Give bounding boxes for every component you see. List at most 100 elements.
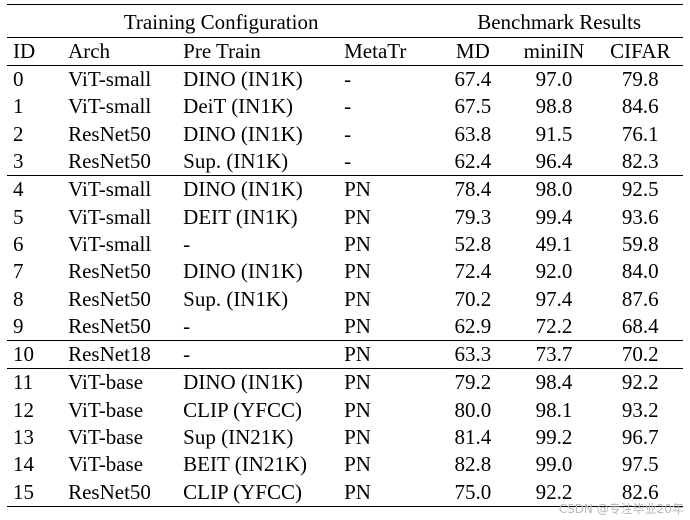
cell-md: 67.4 [435, 65, 511, 94]
cell-pretrain: DINO (IN1K) [183, 175, 345, 204]
cell-id: 1 [13, 94, 24, 119]
cell-cifar: 68.4 [621, 313, 659, 338]
cell-pretrain: DINO (IN1K) [183, 259, 303, 284]
cell-arch: ResNet50 [68, 259, 151, 284]
cell-id: 13 [13, 425, 34, 449]
table-row: 14 ViT-base BEIT (IN21K) PN 82.8 99.0 97… [7, 451, 683, 478]
col-header-cifar: CIFAR [610, 39, 671, 63]
cell-pretrain: DEIT (IN1K) [183, 204, 298, 229]
cell-arch: ResNet18 [68, 339, 184, 369]
column-header-row: ID Arch Pre Train MetaTr MD miniIN CIFAR [7, 38, 683, 66]
cell-miniin: 92.2 [510, 478, 598, 507]
table-row: 6 ViT-small - PN 52.8 49.1 59.8 [7, 231, 683, 258]
cell-miniin: 99.2 [535, 425, 573, 449]
cell-md: 82.8 [454, 452, 492, 477]
cell-miniin: 49.1 [535, 231, 573, 256]
cell-metatr: PN [344, 259, 371, 284]
cell-pretrain: DINO (IN1K) [183, 121, 303, 146]
cell-arch: ResNet50 [68, 478, 184, 507]
col-header-metatr: MetaTr [344, 39, 407, 63]
cell-metatr: - [344, 94, 352, 119]
watermark: CSDN @专注毕业20年 [558, 502, 684, 516]
cell-miniin: 73.7 [510, 339, 598, 369]
table-body: 0 ViT-small DINO (IN1K) - 67.4 97.0 79.8… [7, 65, 683, 507]
cell-md: 79.3 [454, 204, 492, 229]
cell-cifar: 93.2 [621, 397, 659, 422]
cell-arch: ResNet50 [68, 286, 151, 311]
cell-miniin: 98.0 [510, 175, 598, 204]
cell-md: 62.9 [454, 313, 492, 338]
table-row: 0 ViT-small DINO (IN1K) - 67.4 97.0 79.8 [7, 65, 683, 94]
cell-arch: ResNet50 [68, 121, 151, 146]
table-row: 15 ResNet50 CLIP (YFCC) PN 75.0 92.2 82.… [7, 478, 683, 507]
group-header-row: Training Configuration Benchmark Results [7, 4, 683, 38]
cell-arch: ViT-small [68, 94, 152, 119]
cell-id: 8 [13, 286, 24, 311]
cell-id: 14 [13, 452, 34, 477]
cell-metatr: PN [344, 452, 371, 477]
cell-cifar: 97.5 [621, 452, 659, 477]
cell-md: 79.2 [435, 368, 511, 397]
cell-pretrain: CLIP (YFCC) [183, 397, 302, 422]
cell-miniin: 99.4 [535, 204, 573, 229]
cell-pretrain: - [183, 231, 191, 256]
cell-cifar: 87.6 [621, 286, 659, 311]
cell-cifar: 92.2 [597, 368, 683, 397]
cell-metatr: PN [344, 286, 371, 311]
cell-miniin: 97.4 [535, 286, 573, 311]
cell-pretrain: Sup (IN21K) [183, 425, 294, 449]
cell-md: 75.0 [435, 478, 511, 507]
cell-md: 81.4 [454, 425, 492, 449]
cell-id: 11 [7, 368, 69, 397]
cell-metatr: - [344, 149, 352, 174]
cell-arch: ViT-small [68, 204, 152, 229]
cell-id: 12 [13, 397, 34, 422]
cell-md: 63.3 [435, 339, 511, 369]
cell-arch: ViT-base [68, 397, 144, 422]
cell-metatr: PN [344, 425, 371, 449]
cell-metatr: PN [344, 175, 436, 204]
cell-cifar: 93.6 [621, 204, 659, 229]
cell-miniin: 98.4 [510, 368, 598, 397]
cell-md: 70.2 [454, 286, 492, 311]
cell-id: 5 [13, 204, 24, 229]
col-header-miniin: miniIN [523, 39, 585, 63]
cell-id: 7 [13, 259, 24, 284]
cell-miniin: 91.5 [535, 121, 573, 146]
cell-cifar: 84.0 [621, 259, 659, 284]
table-row: 8 ResNet50 Sup. (IN1K) PN 70.2 97.4 87.6 [7, 285, 683, 312]
table-row: 11 ViT-base DINO (IN1K) PN 79.2 98.4 92.… [7, 368, 683, 397]
col-header-pretrain: Pre Train [183, 39, 261, 63]
cell-miniin: 98.1 [535, 397, 573, 422]
col-header-id: ID [13, 39, 36, 63]
cell-id: 3 [13, 149, 24, 174]
cell-pretrain: Sup. (IN1K) [183, 286, 289, 311]
cell-md: 78.4 [435, 175, 511, 204]
results-table: Training Configuration Benchmark Results… [7, 4, 683, 507]
cell-arch: ViT-small [68, 231, 152, 256]
table-row: 7 ResNet50 DINO (IN1K) PN 72.4 92.0 84.0 [7, 258, 683, 285]
cell-cifar: 84.6 [621, 94, 659, 119]
cell-metatr: PN [344, 397, 371, 422]
cell-md: 67.5 [454, 94, 492, 119]
cell-miniin: 72.2 [535, 313, 573, 338]
table-row: 12 ViT-base CLIP (YFCC) PN 80.0 98.1 93.… [7, 397, 683, 424]
table-row: 13 ViT-base Sup (IN21K) PN 81.4 99.2 96.… [7, 424, 683, 451]
cell-id: 15 [7, 478, 69, 507]
cell-id: 9 [13, 313, 24, 338]
cell-pretrain: - [183, 313, 191, 338]
training-configuration-header: Training Configuration [7, 4, 436, 38]
cell-arch: ResNet50 [68, 149, 151, 174]
cell-id: 4 [7, 175, 69, 204]
cell-arch: ResNet50 [68, 313, 151, 338]
col-header-md: MD [455, 39, 490, 63]
cell-md: 63.8 [454, 121, 492, 146]
cell-md: 52.8 [454, 231, 492, 256]
results-table-container: Training Configuration Benchmark Results… [7, 4, 683, 507]
cell-cifar: 70.2 [597, 339, 683, 369]
table-row: 9 ResNet50 - PN 62.9 72.2 68.4 [7, 313, 683, 341]
cell-pretrain: DeiT (IN1K) [183, 94, 294, 119]
cell-pretrain: - [183, 339, 345, 369]
table-row: 4 ViT-small DINO (IN1K) PN 78.4 98.0 92.… [7, 175, 683, 204]
cell-id: 2 [13, 121, 24, 146]
